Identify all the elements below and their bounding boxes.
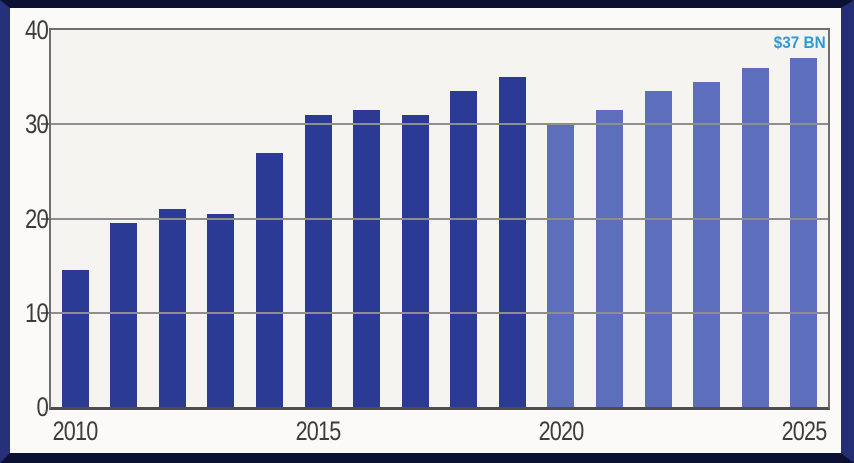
bar-2017: [401, 114, 429, 407]
y-tick-label-20: 20: [25, 203, 49, 234]
x-tick-label-2015: 2015: [295, 416, 342, 446]
peak-value-label: $37 BN: [774, 33, 826, 52]
bar-2024: [741, 67, 769, 407]
bar-2014: [256, 152, 284, 407]
y-tick-label-0: 0: [36, 392, 48, 422]
x-tick-label-2025: 2025: [781, 416, 827, 446]
y-tick-label-30: 30: [25, 109, 49, 140]
y-tick-label-10: 10: [25, 297, 49, 328]
chart-canvas: $37 BN 0 10 20 30 40 2010 2015 2020 2025: [10, 8, 841, 453]
bar-2015: [304, 114, 332, 407]
y-tick-label-40: 40: [25, 15, 49, 45]
y-tick-mark-10: [41, 311, 49, 314]
bar-2018: [450, 91, 478, 407]
bar-2016: [353, 110, 381, 407]
gridline-20: [51, 217, 828, 220]
x-tick-label-2020: 2020: [538, 416, 584, 446]
y-tick-mark-30: [41, 123, 49, 126]
bar-2021: [595, 110, 623, 407]
gridline-30: [51, 123, 828, 126]
bar-2023: [693, 81, 721, 407]
gridline-10: [51, 311, 828, 314]
bar-2010: [61, 270, 89, 407]
bar-2020: [547, 124, 575, 407]
x-tick-label-2010: 2010: [52, 416, 99, 446]
bar-2022: [644, 91, 672, 407]
bar-2019: [498, 77, 526, 407]
bar-2025: [790, 58, 818, 407]
bar-2012: [158, 209, 186, 407]
bar-2013: [207, 213, 235, 407]
plot-area: $37 BN: [49, 28, 830, 410]
y-tick-mark-20: [41, 217, 49, 220]
bar-2011: [110, 223, 138, 407]
